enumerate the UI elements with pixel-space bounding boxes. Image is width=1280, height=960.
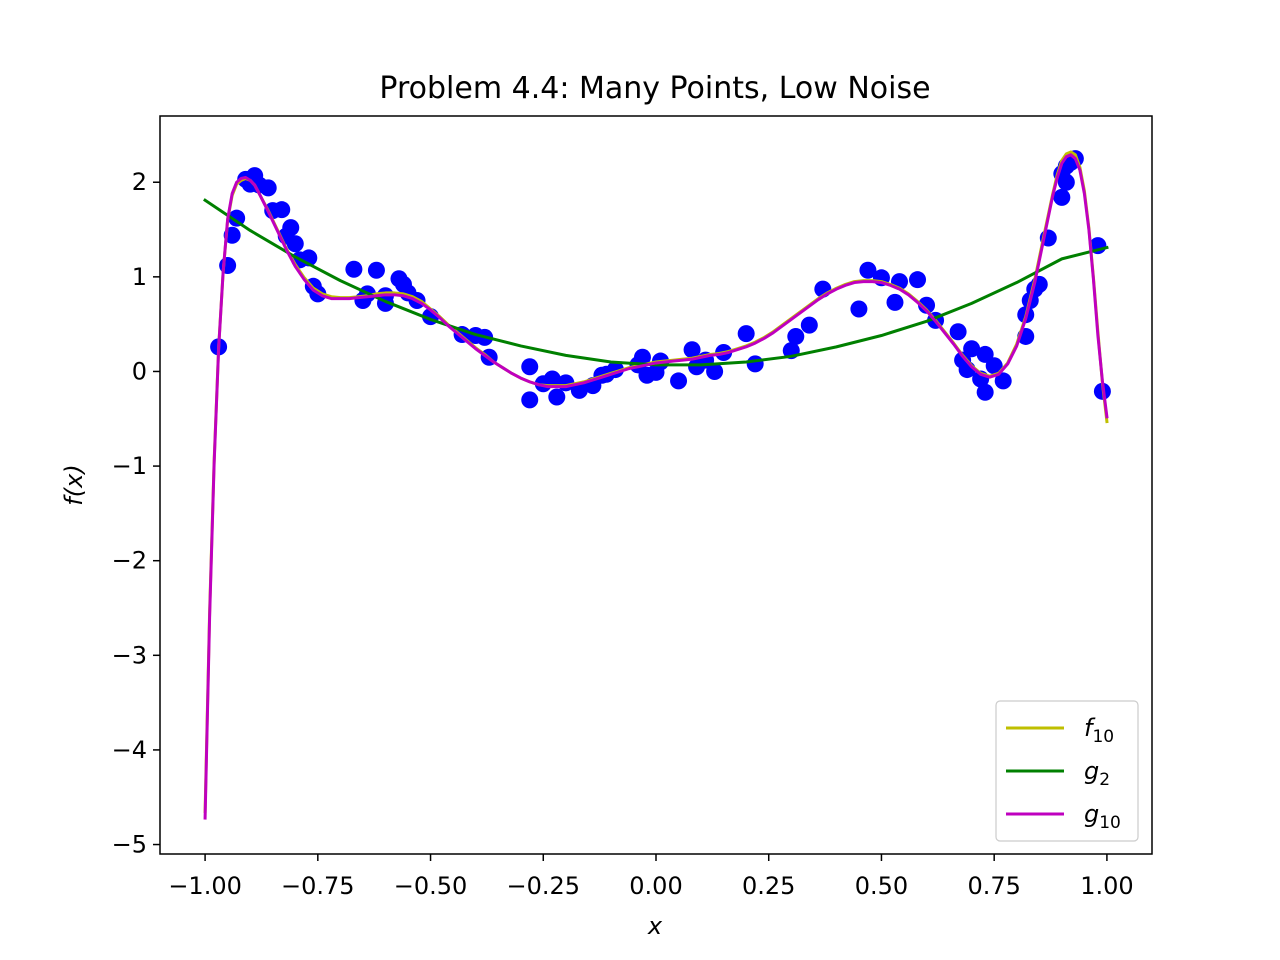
data-point — [737, 325, 755, 343]
data-point — [1057, 173, 1075, 191]
y-tick-label: 0 — [132, 357, 147, 385]
data-point — [909, 271, 927, 289]
data-point — [746, 355, 764, 373]
data-point — [548, 388, 566, 406]
x-tick-label: 1.00 — [1080, 872, 1133, 900]
data-point — [918, 296, 936, 314]
data-point — [543, 370, 561, 388]
y-axis-label: f(x) — [60, 464, 88, 505]
data-point — [633, 348, 651, 366]
data-point — [521, 391, 539, 409]
fit-curves — [203, 150, 1109, 820]
chart-title: Problem 4.4: Many Points, Low Noise — [379, 71, 930, 106]
data-point — [994, 372, 1012, 390]
data-point — [949, 323, 967, 341]
series-line-g10 — [203, 153, 1109, 820]
y-tick-label: 2 — [132, 168, 147, 196]
legend-box — [995, 700, 1139, 842]
y-tick-label: 1 — [132, 263, 147, 291]
series-line-g2 — [203, 198, 1109, 367]
x-tick-label: 0.00 — [629, 872, 682, 900]
y-tick-label: −3 — [112, 641, 147, 669]
data-point — [976, 345, 994, 363]
y-tick-label: −5 — [112, 831, 147, 859]
data-point — [800, 316, 818, 334]
x-tick-label: −0.75 — [281, 872, 355, 900]
data-point — [367, 261, 385, 279]
x-tick-label: −0.25 — [506, 872, 580, 900]
series-line-f10 — [203, 150, 1109, 813]
data-point — [286, 235, 304, 253]
data-point — [706, 362, 724, 380]
y-tick-label: −2 — [112, 547, 147, 575]
y-tick-label: −4 — [112, 736, 147, 764]
data-point — [282, 219, 300, 237]
data-point — [273, 201, 291, 219]
data-point — [859, 261, 877, 279]
data-point — [521, 358, 539, 376]
data-point — [345, 260, 363, 278]
y-tick-label: −1 — [112, 452, 147, 480]
x-tick-label: 0.25 — [742, 872, 795, 900]
data-point — [670, 372, 688, 390]
x-tick-label: −0.50 — [394, 872, 468, 900]
data-point — [787, 327, 805, 345]
x-axis-label: x — [647, 912, 663, 940]
y-axis: −5 −4 −3 −2 −1 0 1 2 — [112, 168, 160, 859]
data-point — [976, 383, 994, 401]
data-point — [963, 340, 981, 358]
x-tick-label: 0.50 — [855, 872, 908, 900]
data-point — [1053, 188, 1071, 206]
data-point — [228, 209, 246, 227]
legend-label: g2 — [1084, 757, 1110, 790]
data-point — [985, 357, 1003, 375]
data-point — [259, 179, 277, 197]
x-axis: −1.00 −0.75 −0.50 −0.25 0.00 0.25 0.50 0.75 1.00 — [168, 854, 1134, 900]
data-point — [683, 341, 701, 359]
x-tick-label: −1.00 — [168, 872, 242, 900]
data-point — [850, 300, 868, 318]
x-tick-label: 0.75 — [967, 872, 1020, 900]
data-point — [886, 293, 904, 311]
